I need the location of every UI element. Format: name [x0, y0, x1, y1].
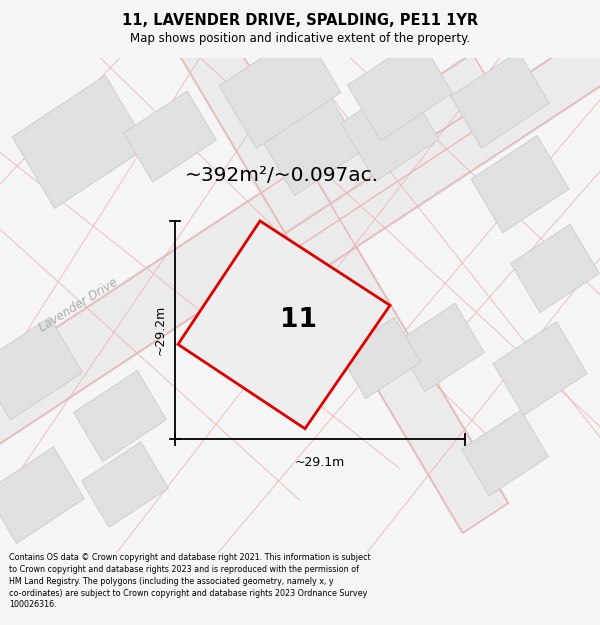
- Polygon shape: [461, 410, 548, 496]
- Polygon shape: [339, 318, 421, 399]
- Polygon shape: [347, 38, 452, 141]
- Polygon shape: [0, 447, 84, 543]
- Polygon shape: [219, 30, 341, 148]
- Polygon shape: [257, 88, 362, 196]
- Text: ~29.2m: ~29.2m: [154, 305, 167, 355]
- Polygon shape: [12, 76, 148, 208]
- Polygon shape: [396, 303, 484, 392]
- Polygon shape: [124, 91, 217, 182]
- Polygon shape: [245, 0, 600, 304]
- Polygon shape: [493, 322, 587, 416]
- Polygon shape: [0, 317, 82, 420]
- Polygon shape: [178, 221, 390, 429]
- Polygon shape: [74, 371, 166, 462]
- Text: Map shows position and indicative extent of the property.: Map shows position and indicative extent…: [130, 32, 470, 45]
- Polygon shape: [471, 136, 569, 232]
- Polygon shape: [511, 224, 599, 312]
- Polygon shape: [91, 0, 509, 534]
- Text: ~392m²/~0.097ac.: ~392m²/~0.097ac.: [185, 166, 379, 185]
- Polygon shape: [451, 51, 549, 148]
- Text: ~29.1m: ~29.1m: [295, 456, 345, 469]
- Polygon shape: [82, 442, 169, 528]
- Text: 11, LAVENDER DRIVE, SPALDING, PE11 1YR: 11, LAVENDER DRIVE, SPALDING, PE11 1YR: [122, 12, 478, 28]
- Polygon shape: [0, 52, 506, 558]
- Polygon shape: [341, 81, 439, 181]
- Text: Contains OS data © Crown copyright and database right 2021. This information is : Contains OS data © Crown copyright and d…: [9, 553, 371, 609]
- Text: Lavender Drive: Lavender Drive: [36, 276, 120, 335]
- Text: 11: 11: [280, 306, 317, 332]
